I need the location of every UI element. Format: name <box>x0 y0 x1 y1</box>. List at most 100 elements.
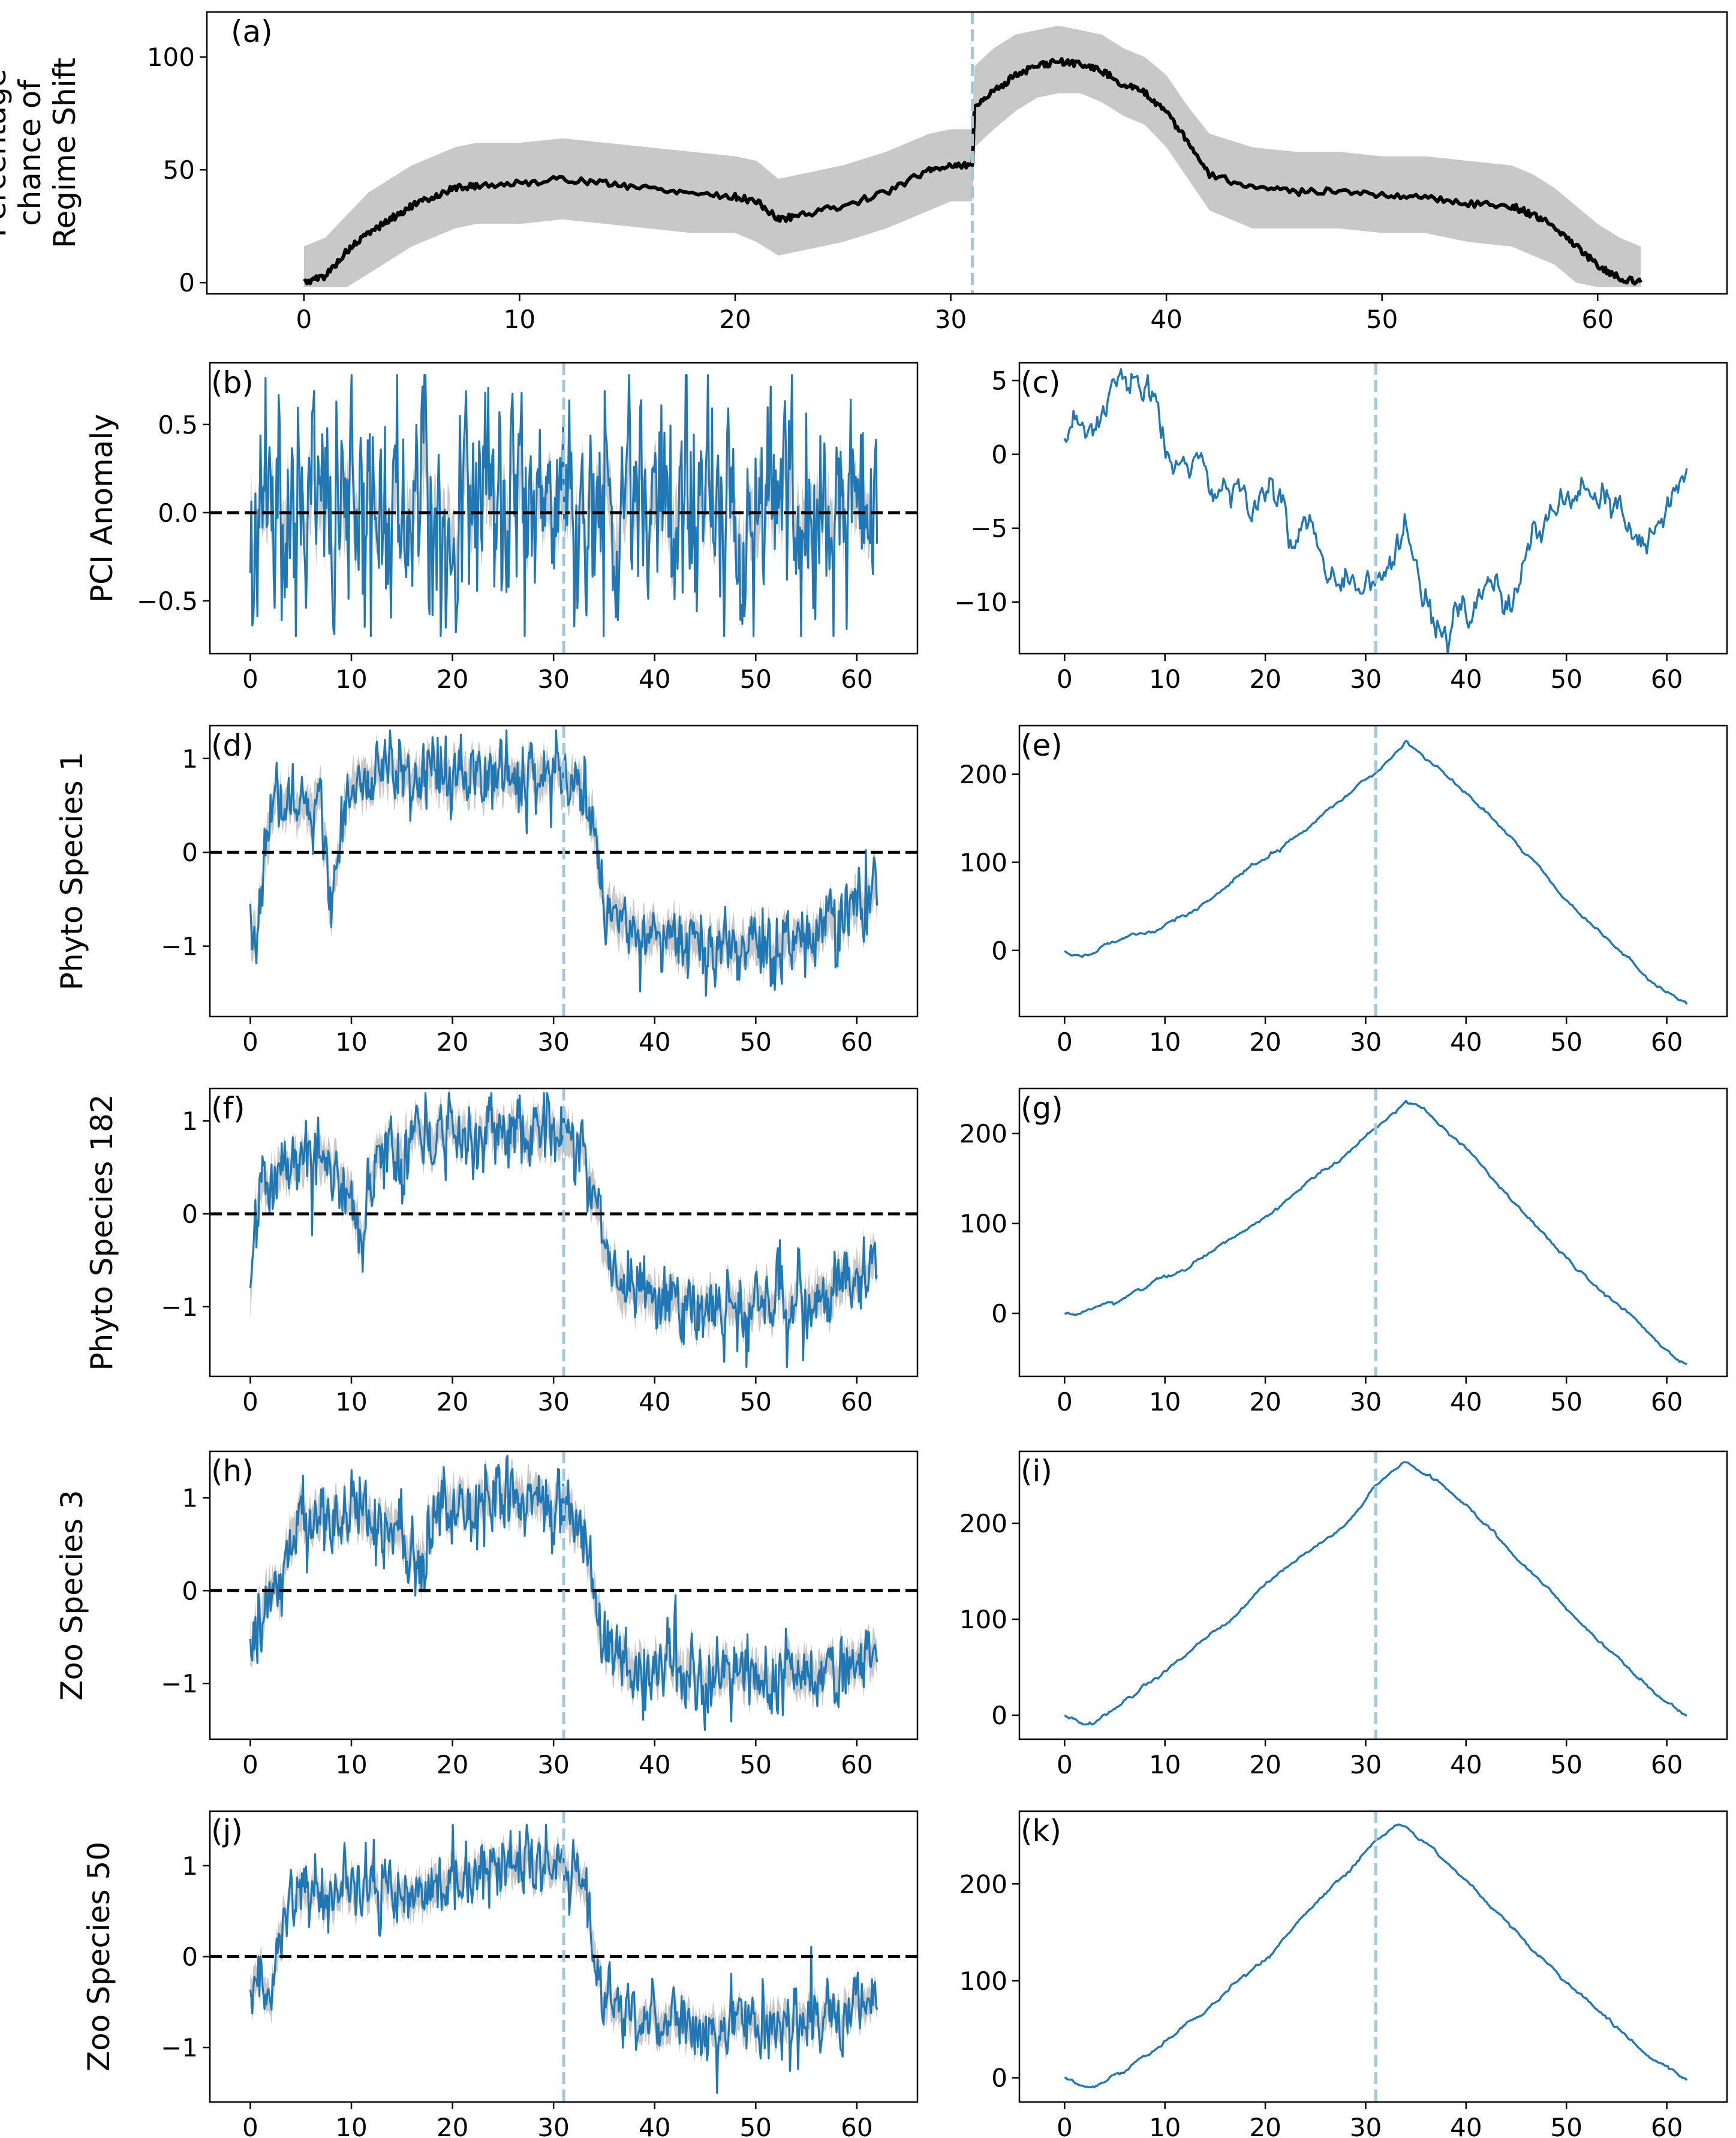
x-tick-label: 30 <box>537 1027 569 1057</box>
plot-area-h <box>210 1451 917 1739</box>
x-tick-label: 0 <box>242 664 258 694</box>
series-line-e <box>1064 739 1688 1005</box>
x-tick-label: 10 <box>1149 2113 1181 2138</box>
x-tick-label: 30 <box>1350 1027 1382 1057</box>
x-tick-label: 40 <box>1450 1387 1482 1417</box>
y-axis-label-line: Zoo Species 3 <box>55 1490 89 1700</box>
x-tick-label: 60 <box>1651 1387 1683 1417</box>
y-tick-label: 200 <box>959 760 1007 789</box>
panel-label: (i) <box>1021 1454 1052 1489</box>
y-tick-label: 0 <box>991 1299 1007 1328</box>
axes-frame <box>209 1087 919 1378</box>
x-tick-label: 50 <box>1550 2113 1582 2138</box>
y-tick-label: 0 <box>991 936 1007 966</box>
x-tick-label: 50 <box>1550 1750 1582 1779</box>
x-tick-label: 40 <box>1150 305 1182 334</box>
x-tick-label: 30 <box>537 1387 569 1417</box>
y-tick-label: 0.0 <box>158 498 198 528</box>
panel-h: 0 10 20 30 40 50 60 −1 0 1 (h) Zoo Species 3 <box>55 1450 919 1779</box>
y-tick-label: −1 <box>161 1292 198 1322</box>
x-tick-label: 40 <box>1450 1750 1482 1779</box>
x-tick-label: 10 <box>335 664 367 694</box>
y-tick-label: 200 <box>959 1509 1007 1538</box>
x-tick-label: 40 <box>639 1387 670 1417</box>
panel-f: 0 10 20 30 40 50 60 −1 0 1 (f) Phyto Species 182 <box>85 1087 919 1417</box>
x-tick-label: 10 <box>504 305 535 334</box>
x-tick-label: 50 <box>1550 1387 1582 1417</box>
x-tick-label: 30 <box>537 2113 569 2138</box>
axes-frame <box>1018 724 1728 1018</box>
x-tick-label: 0 <box>242 2113 258 2138</box>
x-tick-label: 40 <box>639 664 670 694</box>
x-tick-label: 20 <box>1249 1027 1281 1057</box>
y-tick-label: −1 <box>161 932 198 961</box>
y-tick-label: 50 <box>163 155 195 185</box>
y-tick-label: −5 <box>970 514 1007 543</box>
y-tick-label: 1 <box>182 744 198 774</box>
x-tick-label: 60 <box>841 1387 872 1417</box>
plot-area-i <box>1064 1451 1687 1739</box>
x-tick-label: 0 <box>242 1027 258 1057</box>
panel-label: (c) <box>1021 365 1061 400</box>
x-tick-label: 0 <box>242 1750 258 1779</box>
x-tick-label: 40 <box>639 1750 670 1779</box>
y-tick-label: −10 <box>954 588 1007 617</box>
y-tick-label: 100 <box>959 1605 1007 1634</box>
panel-b: 0 10 20 30 40 50 60 −0.5 0.0 0.5 (b) PCI Anomaly <box>85 362 919 694</box>
y-axis-label-line: Zoo Species 50 <box>82 1842 116 2071</box>
x-tick-label: 40 <box>639 2113 670 2138</box>
plot-area-c <box>1063 363 1688 654</box>
x-tick-label: 0 <box>1057 1027 1073 1057</box>
panel-label: (k) <box>1021 1814 1061 1848</box>
y-axis-label: PCI Anomaly <box>85 414 119 603</box>
x-tick-label: 10 <box>335 1387 367 1417</box>
x-tick-label: 10 <box>335 1027 367 1057</box>
y-tick-label: −1 <box>161 2033 198 2062</box>
y-axis-label-line: PCI Anomaly <box>85 414 119 603</box>
plot-area-a <box>303 12 1642 294</box>
y-tick-label: 0 <box>182 1199 198 1229</box>
panel-label: (h) <box>211 1454 254 1489</box>
x-tick-label: 20 <box>437 2113 468 2138</box>
plot-area-j <box>210 1811 917 2102</box>
y-axis-label-line: Regime Shift <box>47 58 82 248</box>
axes-frame <box>1018 362 1728 655</box>
panel-i: 0 10 20 30 40 50 60 0 100 200 (i) <box>959 1450 1728 1779</box>
x-tick-label: 60 <box>841 664 872 694</box>
y-tick-label: 1 <box>182 1851 198 1881</box>
x-tick-label: 30 <box>537 664 569 694</box>
x-tick-label: 0 <box>242 1387 258 1417</box>
y-tick-label: 1 <box>182 1483 198 1512</box>
panel-g: 0 10 20 30 40 50 60 0 100 200 (g) <box>959 1087 1728 1417</box>
y-tick-label: 5 <box>991 366 1007 396</box>
panel-e: 0 10 20 30 40 50 60 0 100 200 (e) <box>959 724 1728 1057</box>
x-tick-label: 50 <box>740 1027 772 1057</box>
x-tick-label: 10 <box>1149 1387 1181 1417</box>
x-tick-label: 0 <box>296 305 312 334</box>
y-tick-label: −1 <box>161 1669 198 1698</box>
y-tick-label: 0 <box>182 1942 198 1972</box>
x-tick-label: 50 <box>1550 664 1582 694</box>
panel-label: (b) <box>211 365 254 400</box>
x-tick-label: 60 <box>1651 1027 1683 1057</box>
x-tick-label: 50 <box>740 664 772 694</box>
x-tick-label: 20 <box>1249 2113 1281 2138</box>
x-tick-label: 30 <box>1350 664 1382 694</box>
plot-area-g <box>1064 1088 1687 1376</box>
y-tick-label: 200 <box>959 1869 1007 1899</box>
series-line-mean <box>303 57 1642 286</box>
x-tick-label: 10 <box>1149 1027 1181 1057</box>
x-tick-label: 30 <box>1350 1750 1382 1779</box>
x-tick-label: 30 <box>537 1750 569 1779</box>
x-tick-label: 20 <box>1249 1750 1281 1779</box>
panel-label: (a) <box>231 14 273 49</box>
x-tick-label: 0 <box>1057 1750 1073 1779</box>
y-tick-label: 100 <box>959 1966 1007 1996</box>
panel-label: (e) <box>1021 728 1063 763</box>
y-tick-label: 1 <box>182 1106 198 1136</box>
x-tick-label: 20 <box>1249 664 1281 694</box>
x-tick-label: 60 <box>1651 664 1683 694</box>
y-axis-label: Phyto Species 1 <box>55 752 89 991</box>
x-tick-label: 10 <box>335 2113 367 2138</box>
